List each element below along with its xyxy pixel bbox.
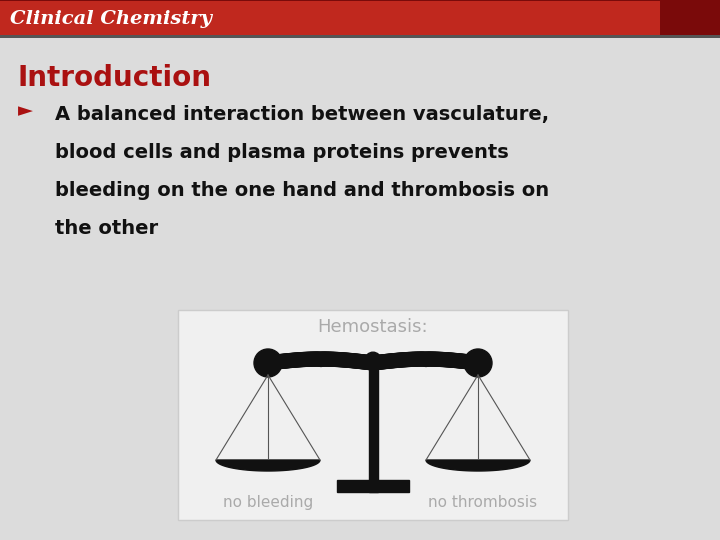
Text: Introduction: Introduction: [18, 64, 212, 92]
Text: bleeding on the one hand and thrombosis on: bleeding on the one hand and thrombosis …: [55, 181, 549, 200]
Bar: [0, 0, 720, 35]
Bar: [660, 1, 720, 36]
Text: the other: the other: [55, 219, 158, 238]
Text: no bleeding: no bleeding: [223, 495, 313, 510]
Text: Clinical Chemistry: Clinical Chemistry: [10, 10, 212, 28]
Text: no thrombosis: no thrombosis: [428, 495, 538, 510]
Bar: [0, 1, 720, 36]
Circle shape: [254, 349, 282, 377]
Text: Hemostasis:: Hemostasis:: [318, 318, 428, 336]
Bar: [337, 480, 409, 492]
Text: A balanced interaction between vasculature,: A balanced interaction between vasculatu…: [55, 105, 549, 124]
Bar: [178, 310, 568, 520]
Text: blood cells and plasma proteins prevents: blood cells and plasma proteins prevents: [55, 143, 509, 162]
Bar: [0, 35, 720, 38]
Circle shape: [365, 352, 381, 368]
Polygon shape: [216, 460, 320, 471]
Polygon shape: [426, 460, 530, 471]
Text: ►: ►: [18, 101, 33, 120]
Bar: [369, 365, 377, 492]
Circle shape: [464, 349, 492, 377]
